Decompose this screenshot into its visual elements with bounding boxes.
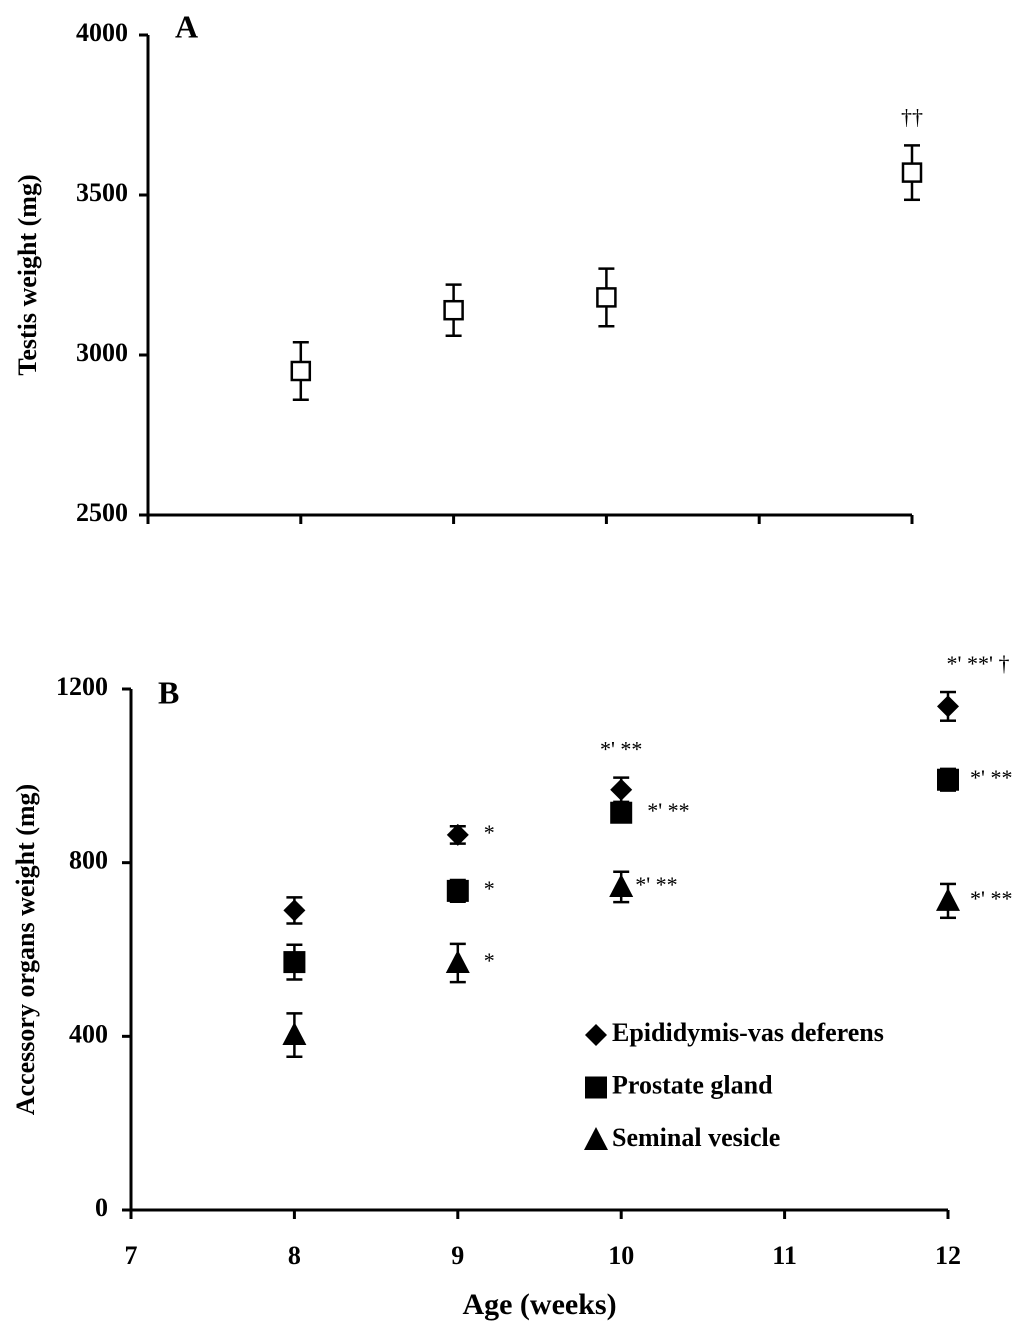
legend-label: Prostate gland: [612, 1070, 773, 1099]
point-annotation: *' **: [600, 737, 642, 762]
y-tick-label: 1200: [56, 672, 108, 701]
marker: [445, 301, 463, 319]
panel-label: B: [158, 674, 179, 710]
point-annotation: *' **: [970, 886, 1012, 911]
marker: [584, 1127, 608, 1150]
marker: [283, 951, 305, 973]
panel-label: A: [175, 8, 198, 44]
point-annotation: ††: [901, 104, 923, 129]
marker: [610, 802, 632, 824]
y-axis-label: Accessory organs weight (mg): [11, 784, 40, 1115]
y-tick-label: 3000: [76, 338, 128, 367]
point-annotation: *: [484, 820, 495, 845]
point-annotation: *: [484, 948, 495, 973]
point-annotation: *: [484, 876, 495, 901]
y-tick-label: 3500: [76, 178, 128, 207]
marker: [597, 288, 615, 306]
marker: [610, 779, 632, 801]
marker: [937, 695, 959, 717]
x-tick-label: 12: [935, 1241, 961, 1270]
y-axis-label: Testis weight (mg): [13, 174, 42, 375]
legend-label: Epididymis-vas deferens: [612, 1018, 884, 1047]
point-annotation: *' **: [970, 765, 1012, 790]
x-tick-label: 7: [125, 1241, 138, 1270]
point-annotation: *' **' †: [947, 651, 1010, 676]
y-tick-label: 4000: [76, 18, 128, 47]
point-annotation: *' **: [647, 798, 689, 823]
marker: [585, 1077, 607, 1099]
point-annotation: *' **: [635, 872, 677, 897]
marker: [936, 888, 960, 911]
x-tick-label: 10: [608, 1241, 634, 1270]
marker: [903, 164, 921, 182]
y-tick-label: 800: [69, 846, 108, 875]
x-tick-label: 8: [288, 1241, 301, 1270]
marker: [446, 950, 470, 973]
figure: 2500 3000 3500 4000 A Testis weight (mg) †† 0 40…: [0, 0, 1028, 1327]
y-tick-label: 0: [95, 1193, 108, 1222]
marker: [282, 1022, 306, 1045]
legend-label: Seminal vesicle: [612, 1123, 780, 1152]
marker: [292, 362, 310, 380]
x-tick-label: 9: [451, 1241, 464, 1270]
marker: [283, 899, 305, 921]
marker: [609, 874, 633, 897]
y-tick-label: 400: [69, 1019, 108, 1048]
marker: [447, 880, 469, 902]
marker: [937, 769, 959, 791]
y-tick-label: 2500: [76, 498, 128, 527]
x-tick-label: 11: [772, 1241, 797, 1270]
marker: [585, 1024, 607, 1046]
x-axis-label: Age (weeks): [462, 1288, 616, 1321]
